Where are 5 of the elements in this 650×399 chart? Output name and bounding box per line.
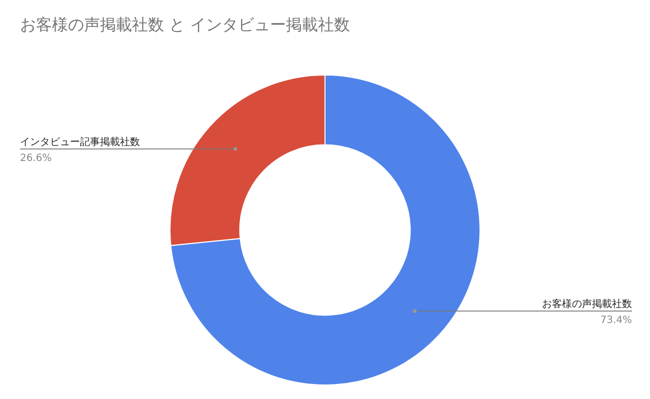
- slice-label: インタビュー記事掲載社数: [20, 136, 140, 148]
- data-label: 73.4%: [600, 315, 632, 326]
- chart-title: お客様の声掲載社数 と インタビュー掲載社数: [20, 15, 350, 34]
- data-label: 26.6%: [20, 152, 52, 164]
- slice-label: お客様の声掲載社数: [542, 298, 632, 310]
